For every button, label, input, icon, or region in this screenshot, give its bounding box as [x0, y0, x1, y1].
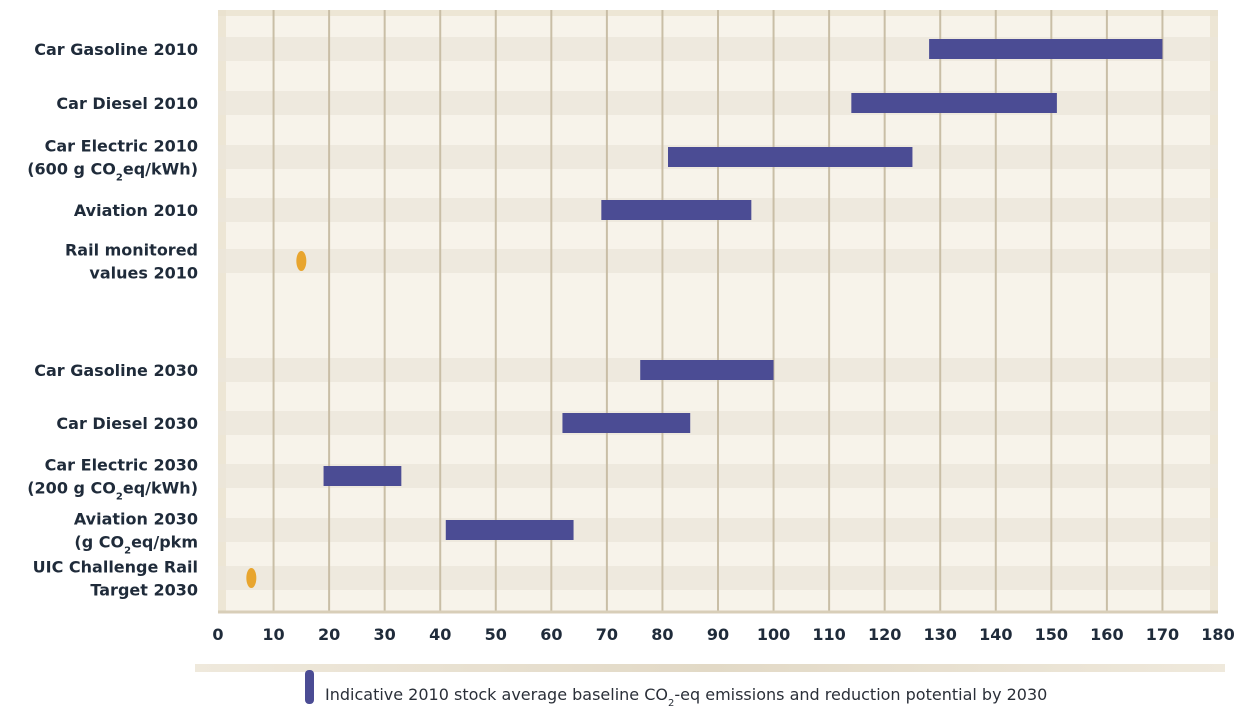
category-label: values 2010 — [89, 264, 198, 283]
x-tick-label: 160 — [1090, 625, 1123, 644]
category-label: Car Gasoline 2030 — [34, 361, 198, 380]
category-label: Car Diesel 2030 — [56, 414, 198, 433]
category-label: Car Electric 2030 — [45, 456, 198, 475]
category-label: Target 2030 — [90, 581, 198, 600]
x-tick-label: 180 — [1201, 625, 1234, 644]
x-axis-ticks: 0 10 20 30 40 50 60 70 80 90 100 110 120 130 140 150 160… — [212, 625, 1234, 644]
legend-divider — [195, 664, 1225, 672]
plot-area — [218, 10, 1218, 614]
x-tick-label: 110 — [812, 625, 845, 644]
x-tick-label: 100 — [757, 625, 790, 644]
x-tick-label: 120 — [868, 625, 901, 644]
x-tick-label: 140 — [979, 625, 1012, 644]
range-bar — [323, 466, 402, 486]
x-tick-label: 60 — [540, 625, 562, 644]
x-tick-label: 0 — [212, 625, 223, 644]
legend-swatch — [305, 670, 314, 704]
category-labels: Car Gasoline 2010 Car Diesel 2010 Car Elec… — [27, 40, 198, 600]
category-label: Aviation 2030 — [74, 510, 198, 529]
x-tick-label: 150 — [1035, 625, 1068, 644]
x-tick-label: 20 — [318, 625, 340, 644]
category-label: UIC Challenge Rail — [33, 558, 198, 577]
range-bar — [562, 413, 691, 433]
range-bar — [851, 93, 1057, 113]
category-label: (g CO2eq/pkm — [74, 533, 198, 557]
point-marker — [296, 251, 307, 271]
range-bar — [668, 147, 913, 167]
category-label: Rail monitored — [65, 241, 198, 260]
category-label: Car Electric 2010 — [45, 137, 198, 156]
x-tick-label: 30 — [374, 625, 396, 644]
legend: Indicative 2010 stock average baseline C… — [195, 664, 1225, 709]
category-label: (600 g CO2eq/kWh) — [27, 160, 198, 184]
category-label: (200 g CO2eq/kWh) — [27, 479, 198, 503]
x-tick-label: 170 — [1146, 625, 1179, 644]
x-tick-label: 130 — [924, 625, 957, 644]
point-marker — [246, 568, 257, 588]
x-tick-label: 70 — [596, 625, 618, 644]
x-tick-label: 40 — [429, 625, 451, 644]
x-tick-label: 90 — [707, 625, 729, 644]
range-bar — [445, 520, 574, 540]
x-tick-label: 50 — [485, 625, 507, 644]
legend-label: Indicative 2010 stock average baseline C… — [325, 685, 1047, 709]
category-label: Car Gasoline 2010 — [34, 40, 198, 59]
range-bar — [640, 360, 774, 380]
plot-frame-left — [218, 10, 226, 612]
x-tick-label: 10 — [262, 625, 284, 644]
category-label: Car Diesel 2010 — [56, 94, 198, 113]
range-bar — [929, 39, 1163, 59]
category-label: Aviation 2010 — [74, 201, 198, 220]
x-tick-label: 80 — [651, 625, 673, 644]
plot-frame-right — [1210, 10, 1218, 612]
range-bar — [601, 200, 752, 220]
